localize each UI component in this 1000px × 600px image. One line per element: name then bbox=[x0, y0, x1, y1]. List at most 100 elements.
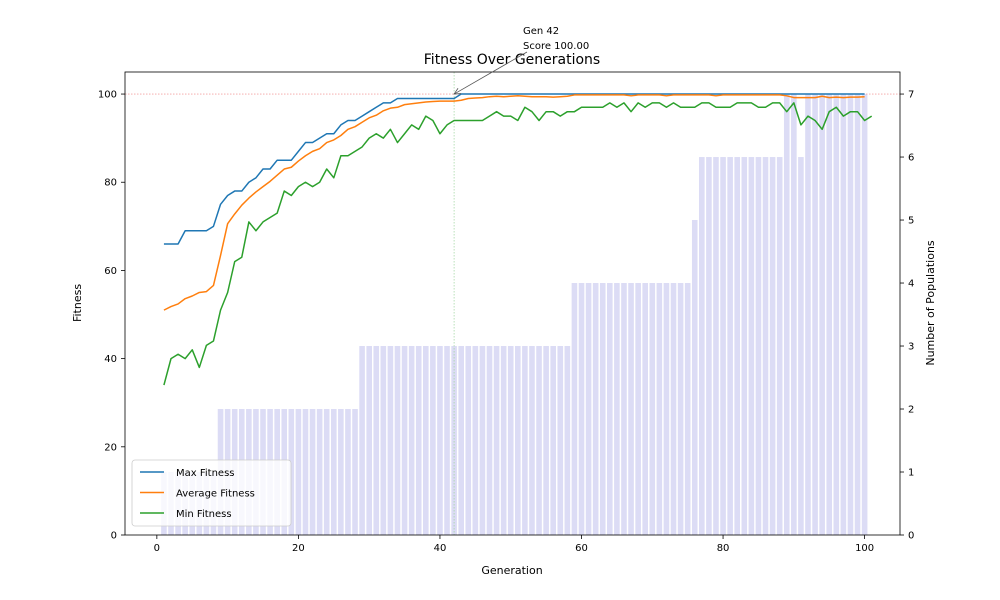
population-bar bbox=[458, 346, 464, 535]
chart-title: Fitness Over Generations bbox=[424, 52, 600, 68]
population-bar bbox=[493, 346, 500, 535]
population-bar bbox=[684, 283, 691, 535]
x-tick-label: 100 bbox=[855, 543, 874, 554]
population-bar bbox=[826, 94, 833, 536]
legend-label: Min Fitness bbox=[176, 509, 232, 520]
population-bar bbox=[338, 409, 344, 535]
population-bar bbox=[805, 94, 811, 536]
y2-tick-label: 0 bbox=[908, 531, 914, 542]
population-bar bbox=[465, 346, 472, 535]
x-tick-label: 60 bbox=[575, 543, 588, 554]
population-bar bbox=[323, 409, 330, 535]
population-bar bbox=[557, 346, 564, 535]
annotation-generation: Gen 42 bbox=[523, 26, 559, 37]
population-bar bbox=[359, 346, 365, 535]
best-score-annotation: Gen 42 Score 100.00 bbox=[453, 26, 589, 95]
legend-box bbox=[131, 459, 292, 527]
y-axis-right: 0 1 2 3 4 5 6 7 bbox=[900, 90, 914, 542]
population-bar bbox=[564, 346, 571, 535]
population-bar bbox=[769, 157, 776, 536]
annotation-score: Score 100.00 bbox=[523, 41, 589, 52]
population-bar bbox=[819, 94, 825, 536]
population-bar bbox=[472, 346, 479, 535]
population-bar bbox=[833, 94, 840, 536]
population-bar bbox=[380, 346, 387, 535]
series-line-average-fitness bbox=[163, 94, 865, 311]
population-bar bbox=[635, 283, 641, 535]
y2-tick-label: 1 bbox=[908, 468, 914, 479]
y2-tick-label: 3 bbox=[908, 342, 914, 353]
annotation-arrow bbox=[453, 51, 528, 95]
population-bar bbox=[295, 409, 302, 535]
population-bar bbox=[444, 346, 450, 535]
population-bar bbox=[578, 283, 585, 535]
population-bar bbox=[621, 283, 627, 535]
plot-area-border bbox=[124, 71, 901, 536]
y-tick-label: 80 bbox=[104, 178, 117, 189]
population-bar bbox=[550, 346, 556, 535]
population-bar bbox=[783, 94, 790, 536]
population-bar bbox=[345, 409, 351, 535]
population-bar bbox=[776, 157, 783, 536]
population-bar bbox=[366, 346, 372, 535]
y-tick-label: 40 bbox=[104, 354, 117, 365]
fitness-lines bbox=[163, 93, 873, 386]
population-bar bbox=[394, 346, 401, 535]
population-bar bbox=[840, 94, 847, 536]
population-bar bbox=[430, 346, 436, 535]
x-axis: 0 20 40 60 80 100 bbox=[154, 535, 874, 554]
population-bar bbox=[762, 157, 769, 536]
population-bar bbox=[699, 157, 705, 536]
population-bar bbox=[515, 346, 521, 535]
population-bar bbox=[734, 157, 741, 536]
legend-label: Average Fitness bbox=[176, 489, 255, 500]
plot-frame bbox=[124, 71, 901, 536]
series-line-min-fitness bbox=[163, 102, 873, 386]
population-bar bbox=[309, 409, 316, 535]
y-tick-label: 0 bbox=[111, 531, 117, 542]
y-tick-label: 20 bbox=[104, 442, 117, 453]
x-tick-label: 0 bbox=[154, 543, 160, 554]
population-bar bbox=[302, 409, 309, 535]
population-bar bbox=[543, 346, 549, 535]
x-tick-label: 40 bbox=[434, 543, 447, 554]
y-tick-label: 100 bbox=[98, 90, 117, 101]
population-bar bbox=[614, 283, 620, 535]
population-bar bbox=[352, 409, 358, 535]
annotation-arrowhead bbox=[453, 88, 462, 95]
y2-tick-label: 2 bbox=[908, 405, 914, 416]
population-bar bbox=[677, 283, 684, 535]
y2-tick-label: 4 bbox=[908, 279, 914, 290]
population-bar bbox=[727, 157, 733, 536]
series-line-max-fitness bbox=[163, 93, 865, 245]
population-bar bbox=[387, 346, 394, 535]
y-axis-left: 0 20 40 60 80 100 bbox=[98, 90, 125, 542]
population-bar bbox=[536, 346, 542, 535]
population-bar bbox=[599, 283, 606, 535]
population-bar bbox=[720, 157, 726, 536]
population-bar bbox=[663, 283, 670, 535]
population-bar bbox=[373, 346, 380, 535]
y-axis-title: Fitness bbox=[71, 284, 84, 322]
population-bar bbox=[423, 346, 429, 535]
x-tick-label: 80 bbox=[717, 543, 730, 554]
population-bar bbox=[628, 283, 634, 535]
population-bar bbox=[330, 409, 337, 535]
population-bar bbox=[847, 94, 854, 536]
population-bar bbox=[408, 346, 415, 535]
population-bar bbox=[649, 283, 656, 535]
population-bar bbox=[798, 157, 804, 536]
population-bar bbox=[812, 94, 818, 536]
population-bar bbox=[401, 346, 408, 535]
y2-tick-label: 5 bbox=[908, 216, 914, 227]
population-bar bbox=[670, 283, 677, 535]
population-bar bbox=[507, 346, 514, 535]
population-bar bbox=[316, 409, 323, 535]
population-bar bbox=[592, 283, 599, 535]
population-bar bbox=[861, 94, 868, 536]
population-bar bbox=[437, 346, 443, 535]
population-bar bbox=[706, 157, 712, 536]
y2-tick-label: 6 bbox=[908, 153, 914, 164]
population-bar bbox=[741, 157, 748, 536]
